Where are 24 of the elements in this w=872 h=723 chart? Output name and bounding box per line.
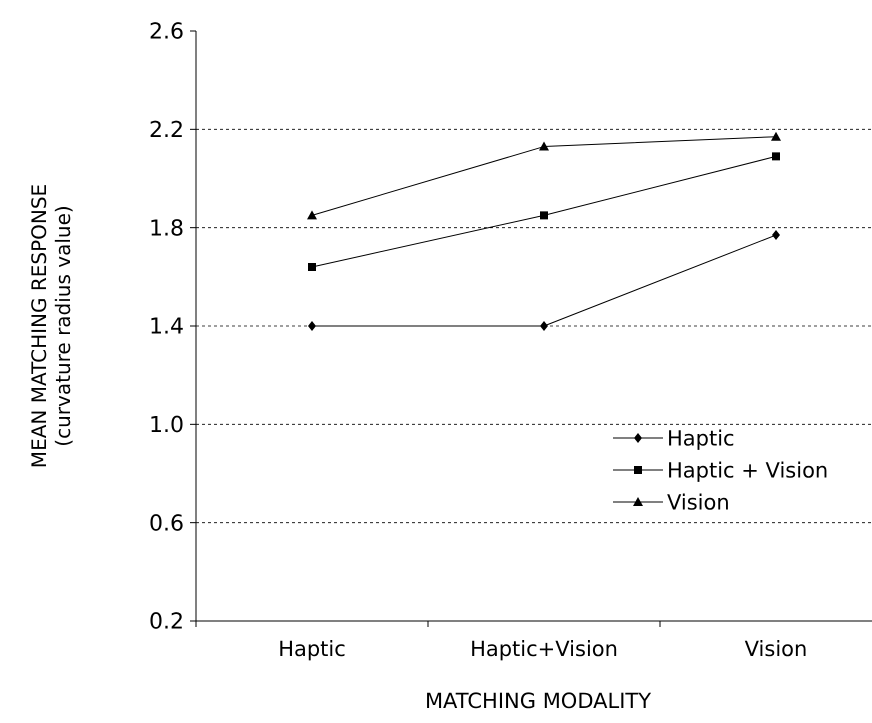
- y-tick-label: 1.4: [149, 314, 184, 340]
- point: [771, 132, 781, 141]
- legend-label: Vision: [667, 490, 730, 514]
- x-tick-label: Haptic+Vision: [470, 637, 618, 661]
- point: [308, 263, 316, 271]
- x-axis-title: MATCHING MODALITY: [424, 689, 652, 713]
- point: [772, 152, 780, 160]
- point: [308, 321, 316, 331]
- y-tick-label: 0.6: [149, 511, 184, 536]
- y-tick-label: 2.6: [149, 20, 184, 45]
- legend-label: Haptic + Vision: [667, 458, 828, 482]
- y-axis-title: MEAN MATCHING RESPONSE (curvature radius value): [27, 184, 75, 468]
- x-tick-label: Vision: [744, 637, 808, 661]
- y-tick-label: 2.2: [149, 118, 184, 144]
- y-tick-label: 1.8: [149, 216, 184, 242]
- point: [539, 142, 549, 151]
- point: [540, 321, 548, 331]
- point: [772, 230, 780, 240]
- point: [307, 210, 317, 220]
- y-tick-label: 1.0: [149, 413, 184, 438]
- y-tick-label: 0.2: [149, 610, 184, 635]
- x-tick-label: Haptic: [278, 637, 346, 661]
- point: [540, 211, 548, 220]
- legend-label: Haptic: [667, 426, 735, 450]
